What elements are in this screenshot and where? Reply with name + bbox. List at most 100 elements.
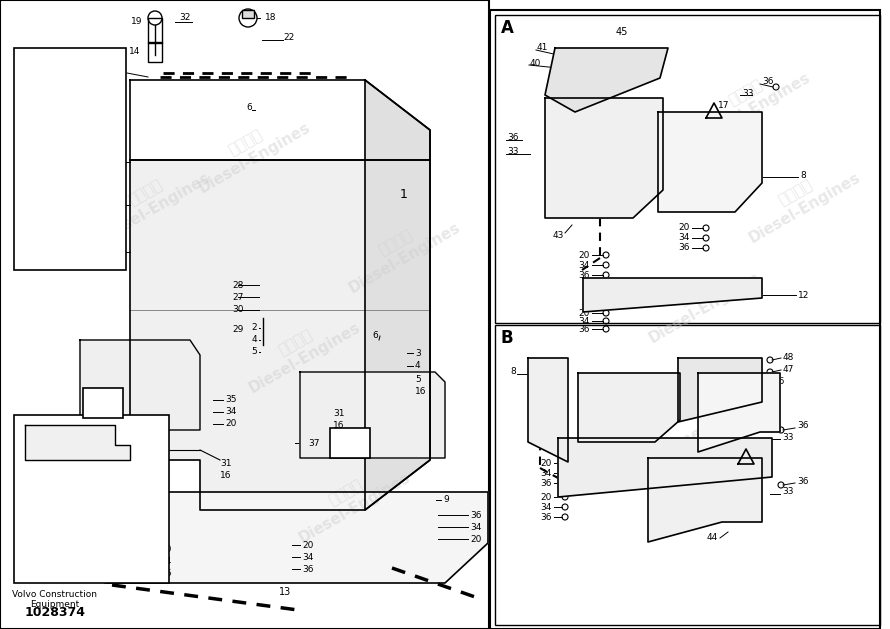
Text: 48: 48 (783, 353, 795, 362)
Polygon shape (678, 358, 762, 422)
Text: 5: 5 (415, 374, 421, 384)
Text: A: A (98, 396, 109, 410)
Text: 34: 34 (578, 316, 590, 325)
Text: 17: 17 (718, 101, 730, 109)
Polygon shape (130, 80, 430, 160)
Text: 28: 28 (232, 281, 243, 289)
Text: 20: 20 (679, 223, 690, 233)
Text: 18: 18 (265, 13, 277, 23)
Polygon shape (698, 373, 780, 452)
Text: 35: 35 (225, 396, 237, 404)
Text: 47: 47 (783, 365, 795, 374)
Text: 22: 22 (283, 33, 295, 43)
Text: 4: 4 (251, 335, 257, 345)
Polygon shape (658, 112, 762, 212)
Text: 2: 2 (251, 323, 257, 333)
Text: 9: 9 (443, 496, 449, 504)
Polygon shape (300, 372, 445, 458)
Bar (83, 388, 123, 418)
Text: 33: 33 (742, 89, 754, 97)
Text: 36: 36 (797, 477, 808, 486)
Text: 36: 36 (797, 421, 808, 430)
Text: 26: 26 (18, 164, 29, 172)
Text: 37: 37 (308, 438, 320, 447)
Polygon shape (545, 98, 663, 218)
Polygon shape (80, 340, 200, 430)
Text: 29: 29 (232, 325, 243, 335)
Text: 40: 40 (530, 58, 541, 67)
Bar (330, 428, 370, 458)
Bar (495, 325, 880, 625)
Text: 36: 36 (540, 479, 552, 487)
Text: 39: 39 (85, 484, 96, 493)
Polygon shape (558, 438, 772, 497)
Bar (0, 0, 489, 629)
Text: 6: 6 (247, 104, 252, 113)
Text: 15: 15 (88, 157, 100, 167)
Text: 25: 25 (74, 74, 85, 82)
Text: 36: 36 (578, 325, 590, 333)
Text: 5: 5 (251, 347, 257, 357)
Bar (148, 18, 162, 43)
Text: 42: 42 (85, 499, 96, 508)
Polygon shape (545, 48, 668, 112)
Text: 44: 44 (707, 533, 717, 542)
Text: 27: 27 (232, 292, 243, 301)
Bar (370, 492, 435, 542)
Text: 16: 16 (333, 421, 344, 430)
Text: 紫发动力
Diesel-Engines: 紫发动力 Diesel-Engines (637, 254, 763, 345)
Text: 1028374: 1028374 (25, 606, 85, 618)
Text: 34: 34 (302, 552, 313, 562)
Text: 紫发动力
Diesel-Engines: 紫发动力 Diesel-Engines (187, 104, 312, 196)
Text: 31: 31 (333, 408, 344, 418)
Text: 20: 20 (160, 545, 172, 555)
Text: 23: 23 (97, 201, 108, 209)
Text: 20: 20 (470, 535, 481, 543)
Text: 33: 33 (782, 487, 794, 496)
Bar (495, 15, 880, 323)
Text: 13: 13 (279, 587, 291, 597)
Bar (14, 48, 126, 270)
Text: Volvo Construction
Equipment: Volvo Construction Equipment (12, 590, 98, 610)
Text: 36: 36 (507, 133, 519, 143)
Text: 紫发动力
Diesel-Engines: 紫发动力 Diesel-Engines (87, 154, 213, 245)
Text: 34: 34 (679, 233, 690, 243)
Text: 30: 30 (232, 306, 244, 314)
Text: 36: 36 (302, 564, 313, 574)
Polygon shape (583, 278, 762, 312)
Bar (490, 10, 880, 629)
Text: 8: 8 (510, 367, 515, 377)
Text: 紫发动力
Diesel-Engines: 紫发动力 Diesel-Engines (287, 454, 413, 545)
Text: 3: 3 (415, 348, 421, 357)
Text: 20: 20 (302, 540, 313, 550)
Text: 19: 19 (131, 18, 142, 26)
Text: 34: 34 (540, 469, 552, 477)
Text: 紫发动力
Diesel-Engines: 紫发动力 Diesel-Engines (237, 304, 363, 396)
Text: 32: 32 (67, 238, 77, 247)
Text: 31: 31 (220, 459, 231, 467)
Bar (14, 415, 169, 583)
Polygon shape (105, 492, 488, 583)
Text: 36: 36 (762, 77, 773, 87)
Text: 36: 36 (678, 243, 690, 252)
Text: B: B (501, 329, 514, 347)
Text: 16: 16 (415, 387, 426, 396)
Bar (242, 10, 254, 18)
Text: 33: 33 (782, 433, 794, 442)
Text: 20: 20 (540, 459, 552, 467)
Text: 16: 16 (220, 472, 231, 481)
Text: 20: 20 (225, 420, 237, 428)
Text: 32: 32 (89, 247, 100, 257)
Text: 14: 14 (129, 48, 140, 57)
Text: 1: 1 (400, 189, 408, 201)
Text: 11: 11 (639, 442, 651, 452)
Text: 10: 10 (128, 503, 140, 513)
Text: 46: 46 (774, 377, 785, 386)
Bar (52, 68, 68, 88)
Text: 34: 34 (160, 557, 172, 567)
Text: B: B (344, 436, 355, 450)
Text: 4: 4 (415, 362, 421, 370)
Text: 21: 21 (115, 69, 126, 77)
Text: 20: 20 (540, 493, 552, 501)
Text: 紫发动力
Diesel-Engines: 紫发动力 Diesel-Engines (587, 404, 713, 496)
